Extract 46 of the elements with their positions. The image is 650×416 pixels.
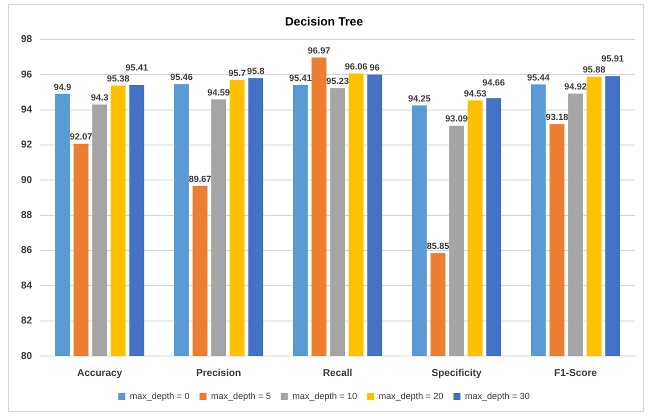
data-label: 95.23 bbox=[326, 76, 349, 86]
legend-label: max_depth = 20 bbox=[378, 390, 444, 401]
y-tick-label: 98 bbox=[21, 34, 33, 46]
data-label: 94.3 bbox=[90, 92, 108, 102]
chart-title: Decision Tree bbox=[284, 14, 364, 29]
data-label: 94.9 bbox=[54, 82, 72, 92]
x-tick-label: Accuracy bbox=[77, 368, 123, 379]
y-tick-label: 80 bbox=[21, 350, 33, 362]
data-label: 95.7 bbox=[228, 68, 246, 78]
legend-label: max_depth = 10 bbox=[292, 390, 358, 401]
y-tick-label: 94 bbox=[21, 104, 33, 116]
data-label: 95.41 bbox=[125, 62, 148, 72]
data-label: 95.91 bbox=[601, 54, 624, 64]
data-label: 94.25 bbox=[408, 93, 431, 104]
y-tick-label: 90 bbox=[21, 174, 33, 186]
legend-label: max_depth = 0 bbox=[130, 390, 190, 401]
y-tick-label: 82 bbox=[21, 316, 33, 327]
data-label: 93.09 bbox=[445, 114, 468, 124]
data-label: 95.44 bbox=[527, 72, 550, 82]
x-tick-label: F1-Score bbox=[554, 368, 598, 379]
data-label: 94.53 bbox=[464, 88, 486, 98]
data-label: 93.18 bbox=[546, 112, 568, 122]
data-label: 95.8 bbox=[246, 66, 264, 76]
data-label: 94.59 bbox=[207, 87, 230, 98]
data-label: 89.67 bbox=[188, 174, 212, 184]
y-tick-label: 92 bbox=[21, 140, 33, 151]
data-label: 94.92 bbox=[564, 82, 587, 92]
data-label: 92.07 bbox=[70, 132, 92, 142]
data-label: 96 bbox=[370, 62, 380, 73]
y-tick-label: 96 bbox=[21, 69, 33, 80]
y-tick-label: 86 bbox=[21, 245, 33, 256]
data-label: 96.97 bbox=[308, 46, 330, 56]
data-label: 96.06 bbox=[344, 62, 368, 72]
y-tick-label: 84 bbox=[21, 280, 33, 292]
data-label: 95.46 bbox=[170, 72, 193, 82]
legend-label: max_depth = 30 bbox=[464, 390, 530, 401]
legend-label: max_depth = 5 bbox=[211, 390, 271, 401]
data-label: 95.38 bbox=[106, 73, 130, 84]
x-tick-label: Precision bbox=[196, 368, 242, 379]
x-tick-label: Recall bbox=[322, 368, 353, 379]
data-label: 95.88 bbox=[582, 64, 606, 75]
data-label: 94.66 bbox=[482, 77, 505, 88]
data-label: 85.85 bbox=[426, 241, 450, 252]
y-tick-label: 88 bbox=[21, 210, 33, 222]
data-label: 95.41 bbox=[289, 72, 312, 83]
x-tick-label: Specificity bbox=[432, 368, 482, 379]
